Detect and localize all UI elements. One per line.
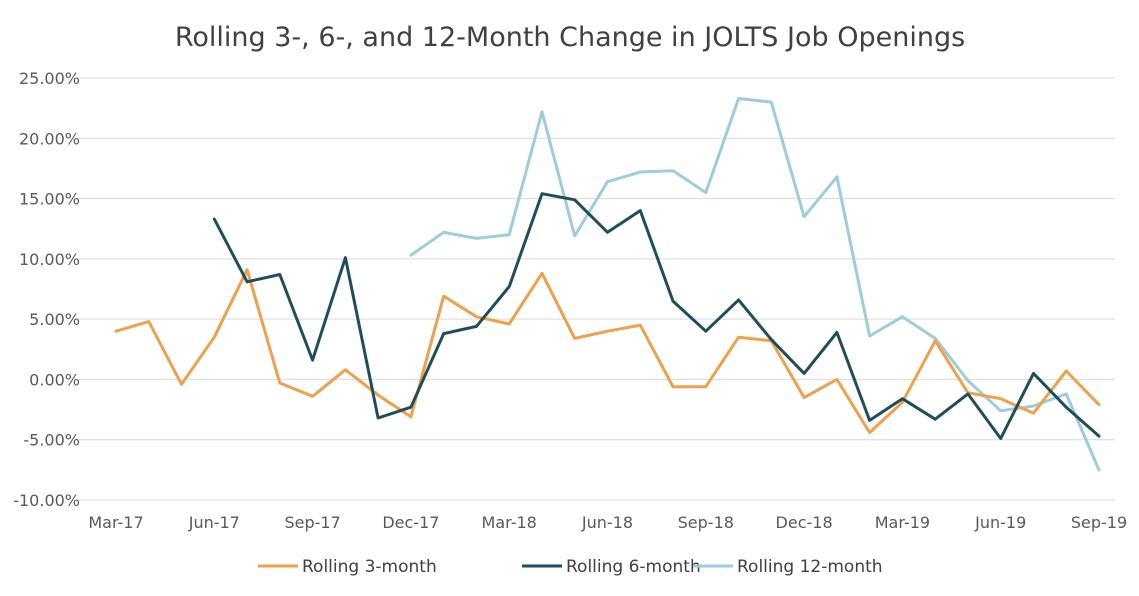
y-axis-tick-labels: -10.00% -5.00% 0.00% 5.00% 10.00% 15.00% 20.00… <box>13 69 80 510</box>
gridlines <box>76 77 1115 501</box>
legend-label: Rolling 12-month <box>737 557 883 577</box>
y-tick-label: 15.00% <box>19 190 80 209</box>
y-tick-label: -5.00% <box>23 431 80 450</box>
chart-title: Rolling 3-, 6-, and 12-Month Change in J… <box>175 22 965 53</box>
x-tick-label: Jun-17 <box>188 513 240 532</box>
series-lines <box>114 97 1101 472</box>
series-line-rolling-12-month <box>409 97 1101 472</box>
x-tick-label: Mar-19 <box>875 513 930 532</box>
y-tick-label: 10.00% <box>19 250 80 269</box>
x-tick-label: Dec-17 <box>382 513 439 532</box>
legend: Rolling 3-month Rolling 6-month Rolling 12… <box>258 557 883 577</box>
y-tick-label: 20.00% <box>19 129 80 148</box>
y-tick-label: 5.00% <box>29 310 80 329</box>
x-tick-label: Jun-19 <box>974 513 1026 532</box>
y-tick-label: 0.00% <box>29 370 80 389</box>
x-axis-tick-labels: Mar-17 Jun-17 Sep-17 Dec-17 Mar-18 Jun-18 Sep-… <box>88 513 1127 532</box>
y-tick-label: 25.00% <box>19 69 80 88</box>
x-tick-label: Dec-18 <box>776 513 833 532</box>
y-tick-label: -10.00% <box>13 491 80 510</box>
x-tick-label: Sep-18 <box>678 513 734 532</box>
x-tick-label: Jun-18 <box>581 513 633 532</box>
x-tick-label: Sep-17 <box>284 513 340 532</box>
x-tick-label: Sep-19 <box>1071 513 1127 532</box>
series-line-rolling-3-month <box>114 268 1101 434</box>
legend-label: Rolling 3-month <box>302 557 437 577</box>
legend-label: Rolling 6-month <box>566 557 701 577</box>
x-tick-label: Mar-18 <box>482 513 537 532</box>
series-line-rolling-6-month <box>212 192 1101 440</box>
x-tick-label: Mar-17 <box>88 513 143 532</box>
